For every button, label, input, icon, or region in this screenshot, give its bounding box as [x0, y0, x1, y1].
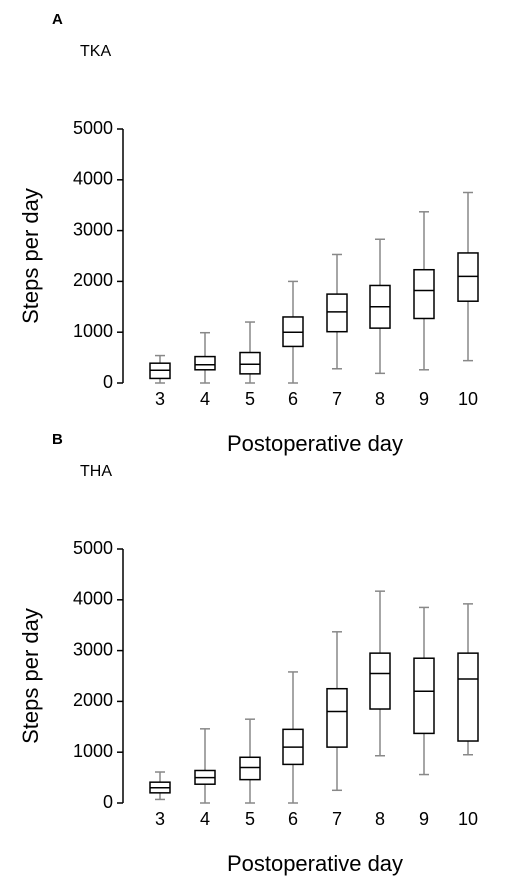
x-tick-label: 5	[245, 389, 255, 409]
y-tick-label: 2000	[73, 690, 113, 710]
x-tick-label: 10	[458, 389, 478, 409]
x-tick-label: 4	[200, 389, 210, 409]
box	[239, 756, 261, 781]
panel-label: B	[52, 431, 63, 448]
y-tick-label: 5000	[73, 538, 113, 558]
box	[413, 657, 435, 735]
x-tick-label: 6	[288, 809, 298, 829]
x-axis-label: Postoperative day	[227, 431, 403, 456]
x-tick-label: 9	[419, 809, 429, 829]
y-tick-label: 4000	[73, 589, 113, 609]
x-tick-label: 6	[288, 389, 298, 409]
box	[326, 293, 348, 333]
x-tick-label: 5	[245, 809, 255, 829]
x-tick-label: 7	[332, 389, 342, 409]
x-tick-label: 3	[155, 809, 165, 829]
y-tick-label: 0	[103, 372, 113, 392]
x-tick-label: 3	[155, 389, 165, 409]
y-tick-label: 1000	[73, 741, 113, 761]
box	[457, 252, 479, 302]
box	[457, 652, 479, 742]
box	[326, 687, 348, 748]
x-tick-label: 4	[200, 809, 210, 829]
box	[194, 355, 216, 371]
y-tick-label: 3000	[73, 219, 113, 239]
y-tick-label: 2000	[73, 270, 113, 290]
panel-label: A	[52, 11, 63, 28]
y-tick-label: 4000	[73, 169, 113, 189]
y-tick-label: 1000	[73, 321, 113, 341]
box	[369, 652, 391, 710]
chart-title: TKA	[80, 43, 111, 60]
box	[239, 351, 261, 375]
x-tick-label: 8	[375, 389, 385, 409]
x-axis-label: Postoperative day	[227, 851, 403, 876]
y-tick-label: 5000	[73, 118, 113, 138]
x-tick-label: 10	[458, 809, 478, 829]
y-axis-label: Steps per day	[18, 608, 43, 744]
y-tick-label: 0	[103, 792, 113, 812]
box	[413, 268, 435, 320]
y-tick-label: 3000	[73, 639, 113, 659]
x-tick-label: 9	[419, 389, 429, 409]
chart-title: THA	[80, 463, 112, 480]
x-tick-label: 7	[332, 809, 342, 829]
y-axis-label: Steps per day	[18, 188, 43, 324]
x-tick-label: 8	[375, 809, 385, 829]
